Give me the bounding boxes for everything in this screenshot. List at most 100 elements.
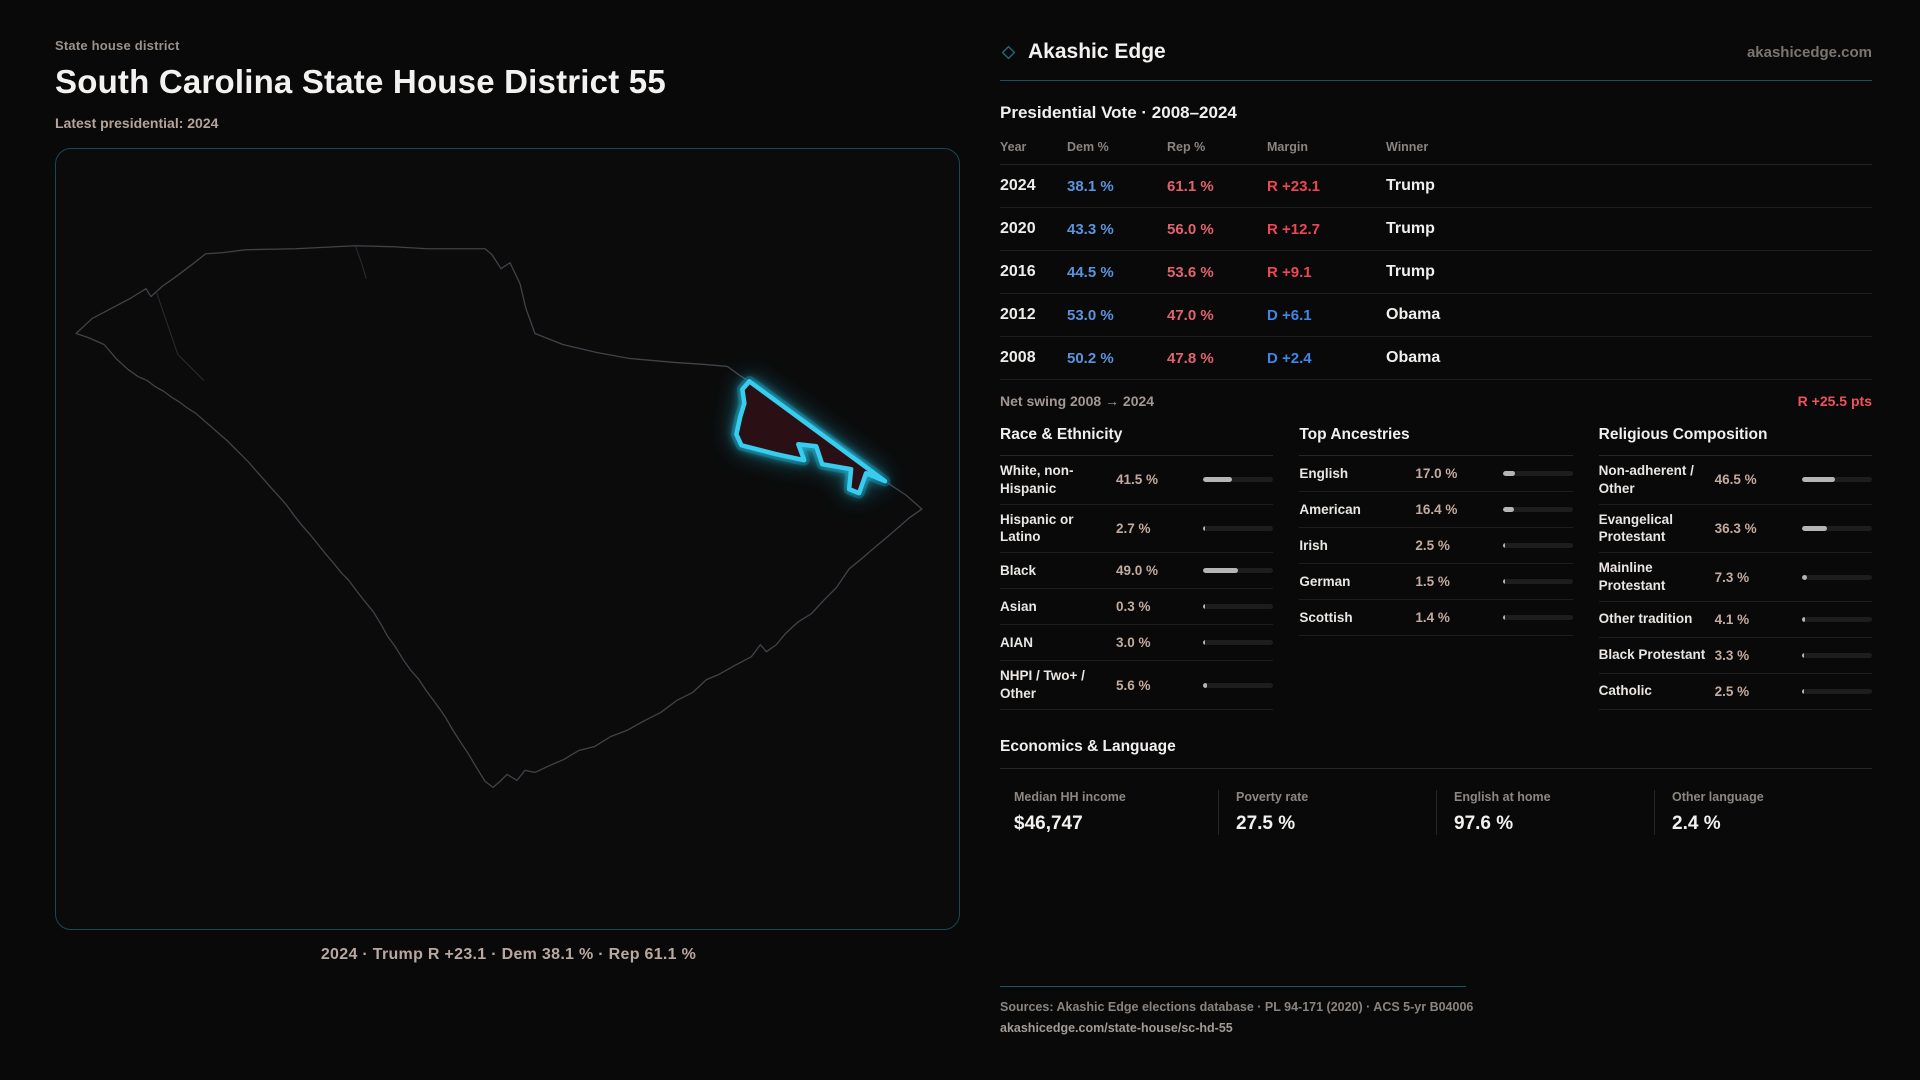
vote-year: 2012	[1000, 306, 1036, 323]
vote-table-row: 2024 38.1 % 61.1 % R +23.1 Trump	[1000, 165, 1872, 208]
demographic-stat-row: Irish 2.5 %	[1299, 528, 1573, 564]
net-swing-value: R +25.5 pts	[1797, 393, 1872, 409]
vote-winner: Obama	[1386, 349, 1441, 366]
stat-value: 1.5 %	[1415, 574, 1450, 589]
demographic-section: Religious Composition Non-adherent / Oth…	[1598, 426, 1872, 710]
vote-margin: D +6.1	[1267, 306, 1312, 324]
vote-year: 2020	[1000, 220, 1036, 237]
demographic-stat-row: Evangelical Protestant 36.3 %	[1598, 505, 1872, 554]
stat-label: NHPI / Two+ / Other	[1000, 668, 1085, 702]
economic-stat-label: Other language	[1672, 789, 1764, 804]
stat-value: 16.4 %	[1415, 502, 1458, 517]
economic-stat: Poverty rate 27.5 %	[1218, 789, 1436, 835]
rep-share: 53.6 %	[1167, 263, 1214, 281]
stat-value: 3.0 %	[1116, 635, 1151, 651]
demographic-stat-row: Non-adherent / Other 46.5 %	[1598, 456, 1872, 505]
stat-bar-fill	[1502, 507, 1515, 512]
demographics-grid: Race & Ethnicity White, non-Hispanic 41.…	[1000, 426, 1872, 710]
demographic-stat-row: Other tradition 4.1 %	[1598, 602, 1872, 638]
demographic-section-title: Religious Composition	[1598, 426, 1872, 456]
vote-column-header: Winner	[1386, 140, 1429, 154]
stat-label: Catholic	[1598, 683, 1652, 699]
stat-bar	[1203, 525, 1274, 531]
vote-column-header: Dem %	[1067, 140, 1109, 154]
net-swing-row: Net swing 2008 → 2024 R +25.5 pts	[1000, 380, 1872, 422]
stat-value: 5.6 %	[1116, 677, 1151, 693]
stat-bar-fill	[1802, 477, 1835, 483]
stat-bar	[1502, 507, 1573, 512]
interior-boundary-line	[155, 290, 205, 381]
stat-bar-fill	[1203, 525, 1206, 531]
demographic-stat-row: Mainline Protestant 7.3 %	[1598, 553, 1872, 602]
presidential-vote-table: Year Dem % Rep % Margin Winner 2024 38.1 % 6…	[1000, 136, 1872, 380]
vote-table-title: Presidential Vote · 2008–2024	[1000, 103, 1237, 122]
economic-stat-label: English at home	[1454, 789, 1551, 804]
demographic-section: Race & Ethnicity White, non-Hispanic 41.…	[1000, 426, 1274, 710]
stat-bar	[1802, 525, 1872, 531]
stat-value: 36.3 %	[1714, 520, 1757, 536]
stat-bar	[1802, 574, 1872, 580]
stat-value: 3.3 %	[1714, 647, 1750, 663]
footer-url-link[interactable]: akashicedge.com/state-house/sc-hd-55	[1000, 1021, 1233, 1035]
district-map-panel	[55, 148, 960, 930]
stat-value: 2.5 %	[1714, 683, 1750, 699]
footer-sources: Sources: Akashic Edge elections database…	[1000, 1000, 1474, 1014]
stat-bar	[1802, 652, 1872, 658]
stat-value: 2.7 %	[1116, 520, 1151, 536]
rep-share: 56.0 %	[1167, 220, 1214, 238]
vote-table-row: 2008 50.2 % 47.8 % D +2.4 Obama	[1000, 337, 1872, 380]
stat-bar-fill	[1802, 688, 1804, 694]
district-55-shape[interactable]	[734, 379, 888, 496]
vote-year: 2024	[1000, 177, 1036, 194]
vote-margin: R +12.7	[1267, 220, 1320, 238]
eyebrow-label: State house district	[55, 38, 180, 53]
stat-bar	[1502, 615, 1573, 620]
vote-winner: Obama	[1386, 306, 1441, 323]
brand-domain-link[interactable]: akashicedge.com	[1746, 43, 1872, 61]
stat-bar	[1203, 568, 1274, 574]
economic-stat-label: Poverty rate	[1236, 789, 1309, 804]
stat-label: Non-adherent / Other	[1598, 463, 1694, 496]
brand-divider	[1000, 80, 1872, 81]
demographic-stat-row: NHPI / Two+ / Other 5.6 %	[1000, 661, 1274, 710]
rep-share: 61.1 %	[1167, 177, 1214, 195]
demographic-stat-row: English 17.0 %	[1299, 456, 1573, 492]
stat-label: Other tradition	[1598, 611, 1693, 627]
vote-table-row: 2012 53.0 % 47.0 % D +6.1 Obama	[1000, 294, 1872, 337]
stat-bar	[1502, 543, 1573, 548]
vote-year: 2008	[1000, 349, 1036, 366]
stat-bar	[1802, 688, 1872, 694]
stat-bar	[1203, 604, 1274, 610]
economic-stat: English at home 97.6 %	[1436, 789, 1654, 835]
stat-bar	[1502, 471, 1573, 476]
stat-bar-fill	[1203, 568, 1238, 574]
demographic-stat-row: American 16.4 %	[1299, 492, 1573, 528]
vote-table-row: 2016 44.5 % 53.6 % R +9.1 Trump	[1000, 251, 1872, 294]
stat-bar-fill	[1502, 543, 1505, 548]
state-outline	[75, 245, 923, 789]
map-caption: 2024 · Trump R +23.1 · Dem 38.1 % · Rep …	[320, 946, 697, 963]
stats-column: Akashic Edge akashicedge.com Presidentia…	[1000, 38, 1872, 1042]
stat-label: AIAN	[1000, 634, 1033, 650]
demographic-stat-row: AIAN 3.0 %	[1000, 625, 1274, 662]
stat-bar-fill	[1203, 477, 1233, 483]
footer: Sources: Akashic Edge elections database…	[1000, 986, 1872, 1035]
stat-bar	[1802, 616, 1872, 622]
south-carolina-map	[75, 245, 923, 789]
stat-bar-fill	[1203, 640, 1206, 646]
vote-column-header: Year	[1000, 140, 1027, 154]
economic-stat-value: 97.6 %	[1454, 812, 1514, 834]
demographic-stat-row: White, non-Hispanic 41.5 %	[1000, 456, 1274, 505]
brand-name: Akashic Edge	[1028, 40, 1166, 63]
stat-bar	[1203, 640, 1274, 646]
stat-label: White, non-Hispanic	[1000, 463, 1074, 496]
stat-label: Black	[1000, 562, 1037, 578]
demographic-stat-row: Black 49.0 %	[1000, 553, 1274, 590]
stat-label: Evangelical Protestant	[1598, 511, 1673, 545]
stat-label: American	[1299, 501, 1361, 517]
economic-stat-value: 2.4 %	[1672, 812, 1721, 834]
dem-share: 38.1 %	[1067, 177, 1114, 195]
demographic-stat-row: Scottish 1.4 %	[1299, 600, 1573, 636]
stat-value: 46.5 %	[1714, 472, 1757, 488]
vote-year: 2016	[1000, 263, 1036, 280]
